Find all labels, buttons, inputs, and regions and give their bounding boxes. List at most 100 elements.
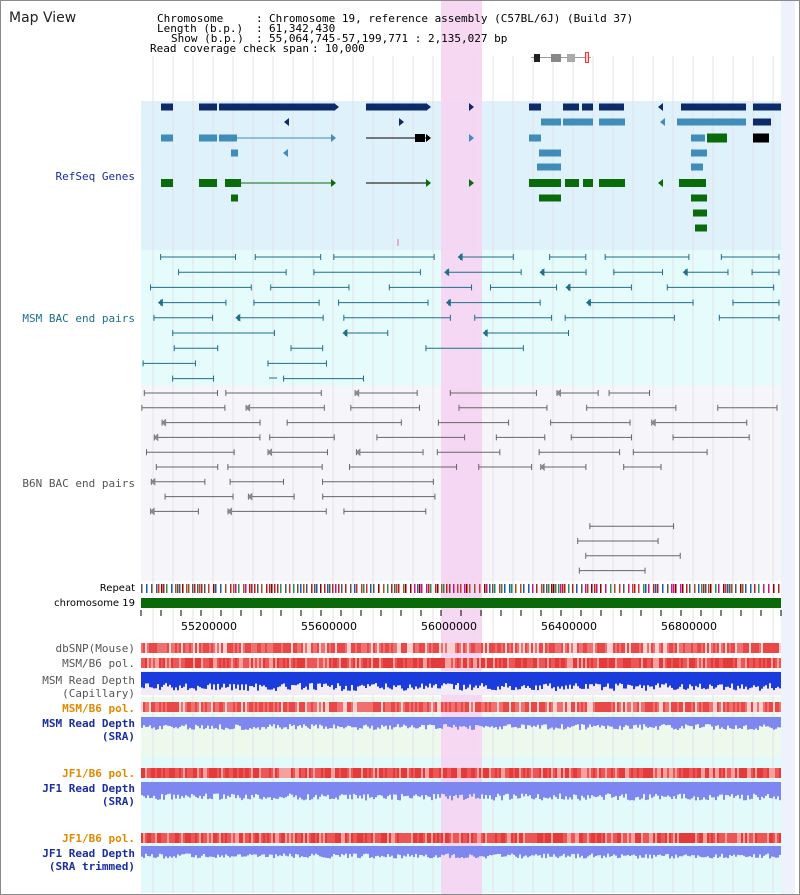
read-depth-bar xyxy=(357,782,359,799)
read-depth-bar xyxy=(723,782,725,800)
heatmap-cell xyxy=(241,833,243,843)
repeat-mark xyxy=(708,584,710,593)
read-depth-bar xyxy=(481,672,483,684)
heatmap-cell xyxy=(717,768,719,778)
heatmap-cell xyxy=(489,702,491,712)
heatmap-cell xyxy=(699,643,701,653)
strand-arrow xyxy=(331,179,336,187)
heatmap-cell xyxy=(591,768,593,778)
heatmap-cell xyxy=(685,702,687,712)
read-depth-bar xyxy=(435,672,437,684)
track-label-jf1-depth-2[interactable]: JF1 Read Depth xyxy=(42,847,135,860)
repeat-mark xyxy=(220,584,222,593)
read-depth-bar xyxy=(749,672,751,689)
selection-highlight xyxy=(441,1,482,894)
read-depth-bar xyxy=(603,782,605,800)
read-depth-bar xyxy=(201,672,203,689)
read-depth-bar xyxy=(265,717,267,729)
heatmap-cell xyxy=(189,833,191,843)
read-depth-bar xyxy=(441,846,443,855)
heatmap-cell xyxy=(163,643,165,653)
read-depth-bar xyxy=(357,717,359,730)
track-label-b6n-bac[interactable]: B6N BAC end pairs xyxy=(22,477,135,490)
read-depth-bar xyxy=(671,782,673,799)
heatmap-cell xyxy=(513,768,515,778)
track-label-jf1-pol-1[interactable]: JF1/B6 pol. xyxy=(62,767,135,780)
read-depth-bar xyxy=(159,672,161,690)
heatmap-cell xyxy=(403,768,405,778)
track-label-msm-pol-sra[interactable]: MSM/B6 pol. xyxy=(62,702,135,715)
read-depth-bar xyxy=(623,717,625,728)
read-depth-bar xyxy=(507,717,509,725)
track-label-chromosome[interactable]: chromosome 19 xyxy=(54,598,135,609)
track-label-msm-pol[interactable]: MSM/B6 pol. xyxy=(62,657,135,670)
read-depth-bar xyxy=(727,846,729,859)
chromosome-ideogram[interactable] xyxy=(531,52,591,64)
heatmap-cell xyxy=(647,658,649,668)
heatmap-cell xyxy=(713,833,715,843)
read-depth-bar xyxy=(413,782,415,796)
read-depth-bar xyxy=(251,782,253,796)
heatmap-cell xyxy=(507,643,509,653)
heatmap-cell xyxy=(417,833,419,843)
heatmap-cell xyxy=(607,658,609,668)
heatmap-cell xyxy=(575,768,577,778)
heatmap-cell xyxy=(347,702,349,712)
heatmap-cell xyxy=(673,833,675,843)
read-depth-bar xyxy=(249,846,251,855)
read-depth-bar xyxy=(585,672,587,685)
repeat-mark xyxy=(453,584,455,593)
heatmap-cell xyxy=(773,768,775,778)
repeat-mark xyxy=(186,584,188,593)
heatmap-cell xyxy=(527,833,529,843)
heatmap-cell xyxy=(577,768,579,778)
heatmap-cell xyxy=(415,702,417,712)
track-label-msm-depth-sra[interactable]: MSM Read Depth xyxy=(42,717,135,730)
heatmap-cell xyxy=(437,658,439,668)
ideogram-position-marker[interactable] xyxy=(585,52,589,63)
heatmap-cell xyxy=(375,702,377,712)
read-depth-bar xyxy=(691,782,693,799)
heatmap-cell xyxy=(717,702,719,712)
read-depth-bar xyxy=(551,782,553,800)
heatmap-cell xyxy=(465,658,467,668)
heatmap-cell xyxy=(507,658,509,668)
repeat-mark xyxy=(251,584,253,593)
read-depth-bar xyxy=(149,717,151,726)
heatmap-cell xyxy=(349,643,351,653)
track-label-dbsnp[interactable]: dbSNP(Mouse) xyxy=(55,642,135,655)
read-depth-bar xyxy=(167,782,169,795)
track-label-jf1-depth-1[interactable]: JF1 Read Depth xyxy=(42,782,135,795)
heatmap-cell xyxy=(565,658,567,668)
heatmap-cell xyxy=(441,833,443,843)
heatmap-cell xyxy=(675,833,677,843)
heatmap-cell xyxy=(703,643,705,653)
read-depth-bar xyxy=(663,717,665,725)
heatmap-cell xyxy=(177,833,179,843)
track-label-repeat[interactable]: Repeat xyxy=(99,583,135,594)
heatmap-cell xyxy=(513,658,515,668)
heatmap-cell xyxy=(225,702,227,712)
track-label-msm-bac[interactable]: MSM BAC end pairs xyxy=(22,312,135,325)
track-label-msm-depth-capillary[interactable]: MSM Read Depth xyxy=(42,674,135,687)
track-label-refseq[interactable]: RefSeq Genes xyxy=(55,170,135,183)
gene-exon xyxy=(681,103,746,111)
track-label-jf1-pol-2[interactable]: JF1/B6 pol. xyxy=(62,832,135,845)
read-depth-bar xyxy=(473,717,475,730)
heatmap-cell xyxy=(327,702,329,712)
heatmap-cell xyxy=(695,702,697,712)
heatmap-cell xyxy=(379,702,381,712)
read-depth-bar xyxy=(759,672,761,691)
heatmap-cell xyxy=(631,643,633,653)
read-depth-bar xyxy=(301,672,303,690)
read-depth-bar xyxy=(265,782,267,799)
heatmap-cell xyxy=(321,658,323,668)
heatmap-cell xyxy=(485,643,487,653)
heatmap-cell xyxy=(621,768,623,778)
read-depth-bar xyxy=(679,846,681,857)
heatmap-cell xyxy=(753,702,755,712)
heatmap-cell xyxy=(689,658,691,668)
read-depth-bar xyxy=(181,846,183,855)
read-depth-bar xyxy=(777,782,779,797)
